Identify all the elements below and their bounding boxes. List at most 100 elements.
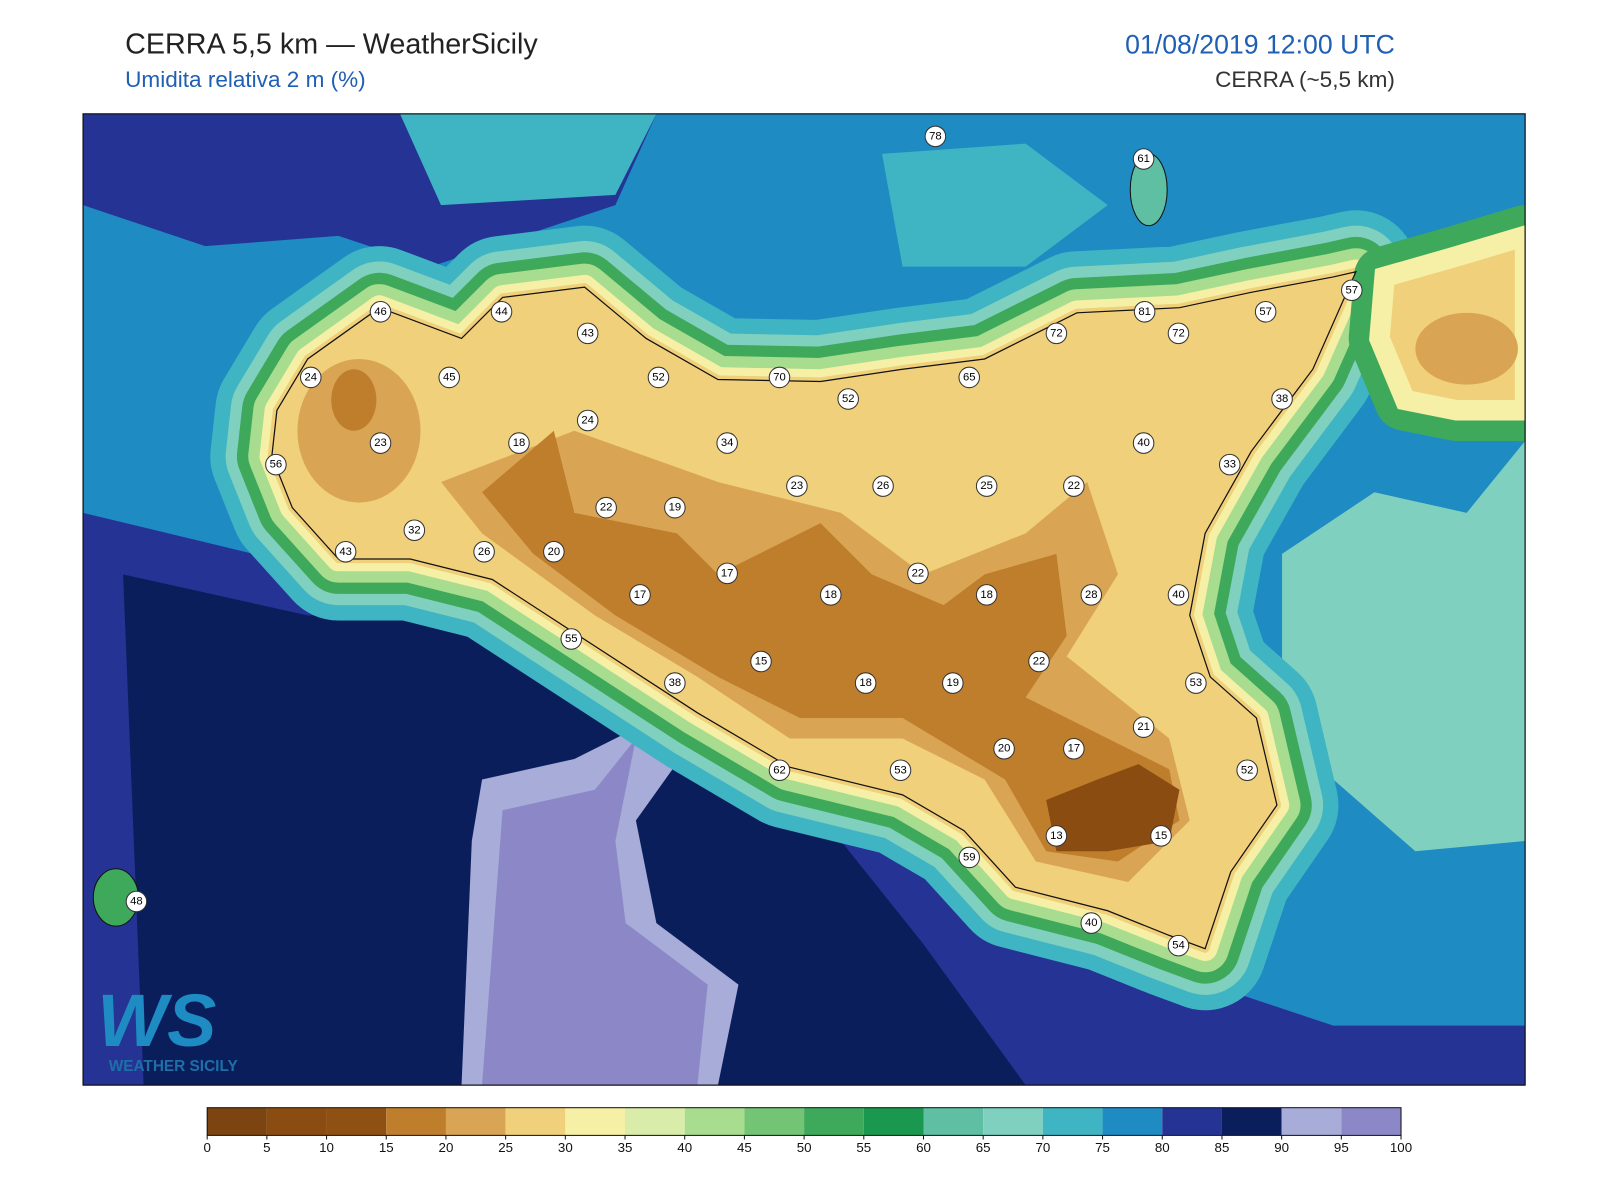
station-value: 57 xyxy=(1346,284,1359,296)
station-value: 32 xyxy=(408,524,421,536)
station-value: 56 xyxy=(270,459,283,471)
station-marker xyxy=(1133,301,1156,323)
station-marker xyxy=(993,737,1015,760)
station-value: 43 xyxy=(581,327,594,339)
station-value: 25 xyxy=(980,480,993,492)
station-marker xyxy=(369,301,392,323)
station-marker xyxy=(1045,322,1068,345)
station-marker xyxy=(560,628,583,650)
colorbar-label: 55 xyxy=(856,1140,871,1155)
station-marker xyxy=(1167,934,1190,957)
stations: 78 61 46 44 43 81 57 57 72 72 24 45 52 70 65 52 38 23 18 24… xyxy=(125,125,1363,957)
station-marker xyxy=(958,366,980,389)
station-value: 33 xyxy=(1223,459,1236,471)
station-marker xyxy=(1132,716,1155,738)
station-value: 34 xyxy=(721,437,734,449)
station-marker xyxy=(716,562,738,585)
station-marker xyxy=(334,541,357,563)
colorbar-cell xyxy=(863,1107,924,1136)
colorbar-label: 50 xyxy=(797,1140,812,1155)
station-value: 22 xyxy=(912,567,925,579)
colorbar-label: 5 xyxy=(263,1140,270,1155)
station-marker xyxy=(595,496,617,519)
station-marker xyxy=(629,584,651,606)
station-marker xyxy=(1063,737,1085,760)
colorbar-cell xyxy=(1221,1107,1282,1136)
station-value: 78 xyxy=(929,130,942,142)
station-marker xyxy=(975,584,998,606)
title: CERRA 5,5 km — WeatherSicily xyxy=(125,28,538,60)
station-marker xyxy=(543,541,565,563)
station-value: 20 xyxy=(998,743,1011,755)
station-value: 20 xyxy=(548,546,561,558)
station-marker xyxy=(1063,475,1085,497)
colorbar-label: 45 xyxy=(737,1140,752,1155)
station-value: 46 xyxy=(374,306,387,318)
colorbar-cell xyxy=(983,1107,1043,1136)
station-marker xyxy=(369,432,392,454)
station-marker xyxy=(265,453,287,476)
colorbar-label: 20 xyxy=(439,1140,454,1155)
station-marker xyxy=(907,562,929,585)
station-value: 65 xyxy=(963,371,976,383)
colorbar-cell xyxy=(804,1107,864,1136)
station-marker xyxy=(750,650,772,673)
colorbar-cell xyxy=(266,1107,327,1136)
station-value: 61 xyxy=(1137,153,1150,165)
station-value: 24 xyxy=(305,371,318,383)
station-value: 38 xyxy=(1276,393,1289,405)
model: CERRA (~5,5 km) xyxy=(1215,67,1395,92)
station-marker xyxy=(924,125,947,148)
colorbar-cell xyxy=(207,1107,267,1136)
station-marker xyxy=(1045,825,1068,847)
station-marker xyxy=(837,388,859,410)
logo-mark: WS xyxy=(97,979,216,1062)
station-marker xyxy=(490,301,513,323)
station-marker xyxy=(473,541,495,563)
station-value: 54 xyxy=(1172,940,1185,952)
station-value: 40 xyxy=(1085,917,1098,929)
colorbar-cell xyxy=(505,1107,566,1136)
station-value: 81 xyxy=(1138,306,1151,318)
station-marker xyxy=(1341,279,1363,302)
colorbar-cell xyxy=(1281,1107,1342,1136)
colorbar-cell xyxy=(565,1107,626,1136)
station-marker xyxy=(872,475,894,497)
station-marker xyxy=(299,366,322,389)
station-marker xyxy=(1167,584,1190,606)
station-marker xyxy=(1254,301,1277,323)
station-marker xyxy=(125,890,148,913)
station-marker xyxy=(716,432,738,454)
station-value: 17 xyxy=(634,589,647,601)
station-marker xyxy=(786,475,808,497)
map: WS WEATHER SICILY 78 61 46 44 43 81 57 57 72 72 24… xyxy=(83,113,1526,1086)
station-value: 26 xyxy=(877,480,890,492)
station-value: 13 xyxy=(1050,830,1063,842)
station-marker xyxy=(1218,453,1241,476)
station-marker xyxy=(1150,825,1172,847)
station-value: 72 xyxy=(1172,327,1185,339)
station-marker xyxy=(1132,432,1155,454)
colorbar-label: 90 xyxy=(1274,1140,1289,1155)
station-value: 22 xyxy=(1033,656,1046,668)
station-marker xyxy=(768,366,791,389)
station-value: 24 xyxy=(581,415,594,427)
station-value: 22 xyxy=(600,502,613,514)
station-value: 18 xyxy=(825,589,838,601)
colorbar-cell xyxy=(744,1107,805,1136)
station-marker xyxy=(854,672,877,694)
colorbar-label: 75 xyxy=(1095,1140,1110,1155)
station-marker xyxy=(576,409,599,432)
colorbar-cell xyxy=(684,1107,745,1136)
colorbar-cell xyxy=(1341,1107,1402,1136)
station-value: 18 xyxy=(980,589,993,601)
station-marker xyxy=(975,475,998,497)
station-value: 59 xyxy=(963,851,976,863)
station-value: 38 xyxy=(669,677,682,689)
station-value: 57 xyxy=(1259,306,1272,318)
station-marker xyxy=(1271,388,1293,410)
station-value: 52 xyxy=(1241,764,1254,776)
station-value: 19 xyxy=(947,677,960,689)
logo-name: WEATHER SICILY xyxy=(109,1058,238,1075)
